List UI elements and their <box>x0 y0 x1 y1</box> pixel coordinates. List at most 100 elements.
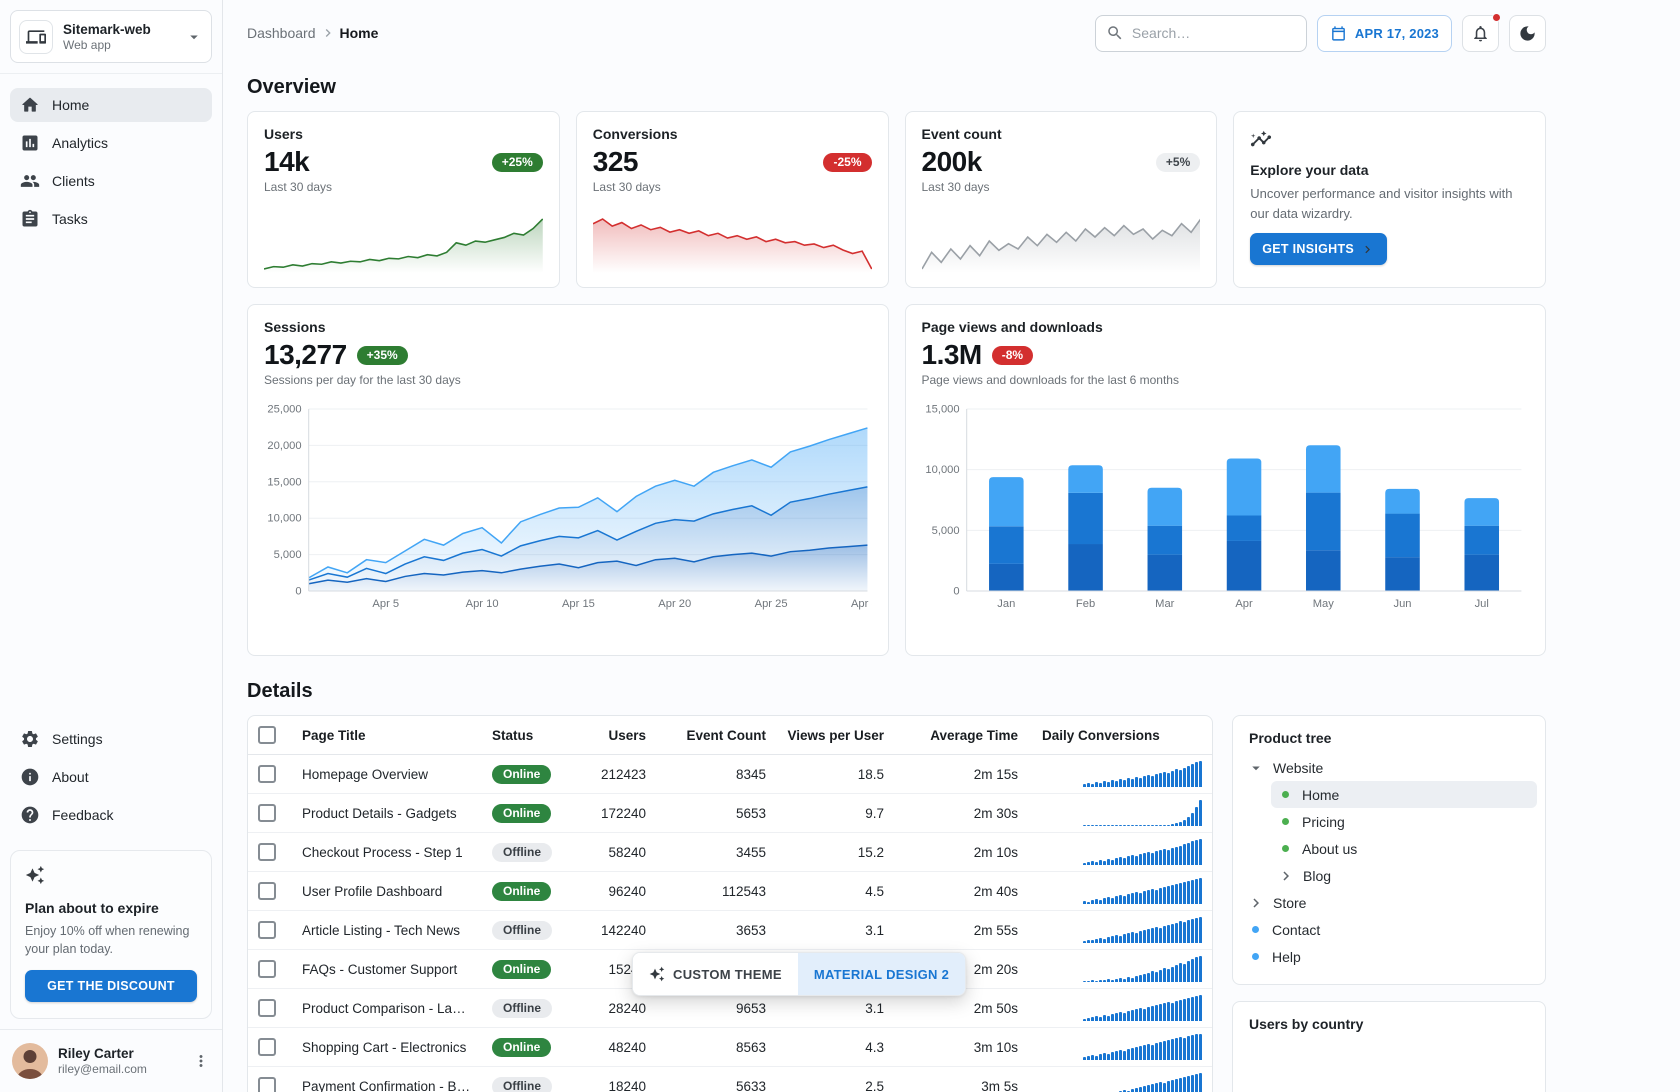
date-picker-button[interactable]: APR 17, 2023 <box>1316 14 1452 52</box>
event-count-cell: 5653 <box>656 793 776 833</box>
sidebar-item-analytics[interactable]: Analytics <box>10 126 212 160</box>
status-chip: Offline <box>492 842 552 862</box>
column-header-views-per-user[interactable]: Views per User <box>776 716 894 755</box>
sidebar: Sitemark-web Web app Home Analytics Clie… <box>0 0 223 1092</box>
conversions-stat-card: Conversions 325 -25% Last 30 days <box>575 111 889 288</box>
views-per-user-cell: 2.5 <box>776 1066 894 1092</box>
sidebar-item-home[interactable]: Home <box>10 88 212 122</box>
row-checkbox[interactable] <box>258 843 276 861</box>
breadcrumb-dashboard[interactable]: Dashboard <box>247 25 316 41</box>
tree-item-help[interactable]: Help <box>1241 943 1537 970</box>
plan-card-body: Enjoy 10% off when renewing your plan to… <box>25 923 190 956</box>
svg-text:Apr 25: Apr 25 <box>755 598 788 610</box>
users-by-country-title: Users by country <box>1249 1016 1364 1032</box>
more-vert-icon[interactable] <box>192 1052 210 1070</box>
svg-text:Apr 20: Apr 20 <box>658 598 691 610</box>
page-title-cell: Product Comparison - Laptops <box>292 988 482 1028</box>
status-cell: Online <box>482 949 570 989</box>
dark-mode-toggle[interactable] <box>1509 14 1546 52</box>
row-checkbox[interactable] <box>258 960 276 978</box>
page-title-cell: Payment Confirmation - Bankwire <box>292 1066 482 1092</box>
sidebar-item-about[interactable]: About <box>10 760 212 794</box>
table-row[interactable]: Article Listing - Tech News Offline 142240… <box>248 910 1212 950</box>
material-design-2-button[interactable]: MATERIAL DESIGN 2 <box>797 953 966 995</box>
tree-item-store[interactable]: Store <box>1241 889 1537 916</box>
tree-item-contact[interactable]: Contact <box>1241 916 1537 943</box>
tree-item-pricing[interactable]: Pricing <box>1271 808 1537 835</box>
row-checkbox[interactable] <box>258 921 276 939</box>
sessions-area-chart: 0 5,000 10,000 15,000 20,000 25,000 Apr 5 Apr 1… <box>267 404 871 610</box>
custom-theme-button[interactable]: CUSTOM THEME <box>633 953 798 995</box>
users-cell: 172240 <box>570 793 656 833</box>
select-all-checkbox[interactable] <box>258 726 276 744</box>
stat-caption: Last 30 days <box>264 180 333 194</box>
chevron-right-icon <box>320 25 336 41</box>
status-chip: Offline <box>492 998 552 1018</box>
plan-card-title: Plan about to expire <box>25 899 159 916</box>
event-count-cell: 5633 <box>656 1066 776 1092</box>
stat-value: 325 <box>592 146 639 177</box>
svg-text:20,000: 20,000 <box>267 440 301 452</box>
row-checkbox[interactable] <box>258 999 276 1017</box>
sidebar-item-settings[interactable]: Settings <box>10 722 212 756</box>
get-discount-button[interactable]: GET THE DISCOUNT <box>25 970 197 1002</box>
column-header-daily-conversions[interactable]: Daily Conversions <box>1028 716 1212 755</box>
tree-item-website[interactable]: Website <box>1241 754 1537 781</box>
row-select-cell <box>248 793 292 833</box>
row-checkbox[interactable] <box>258 804 276 822</box>
notifications-button[interactable] <box>1462 12 1501 52</box>
row-checkbox[interactable] <box>258 882 276 900</box>
event-count-cell: 8345 <box>656 754 776 794</box>
svg-text:Feb: Feb <box>1075 598 1094 610</box>
workspace-name: Sitemark-web <box>63 21 151 37</box>
avatar <box>12 1043 48 1079</box>
chart-value: 13,277 <box>264 339 347 370</box>
daily-conversions-cell <box>1028 988 1212 1028</box>
tree-item-about-us[interactable]: About us <box>1271 835 1537 862</box>
user-info: Riley Carter riley@email.com <box>58 1046 147 1076</box>
tree-item-home[interactable]: Home <box>1271 781 1537 808</box>
table-row[interactable]: User Profile Dashboard Online 96240 112543 4… <box>248 871 1212 911</box>
sidebar-item-tasks[interactable]: Tasks <box>10 202 212 236</box>
column-header-average-time[interactable]: Average Time <box>894 716 1028 755</box>
daily-conversions-sparkline <box>1083 956 1204 982</box>
table-row[interactable]: Shopping Cart - Electronics Online 48240 85… <box>248 1027 1212 1067</box>
sidebar-secondary-nav: Settings About Feedback <box>0 714 222 840</box>
trend-chip: +25% <box>491 152 543 172</box>
daily-conversions-cell <box>1028 793 1212 833</box>
row-checkbox[interactable] <box>258 1038 276 1056</box>
users-cell: 212423 <box>570 754 656 794</box>
tree-item-label: Help <box>1272 948 1301 965</box>
stat-value: 14k <box>264 146 310 177</box>
table-row[interactable]: Product Details - Gadgets Online 172240 565… <box>248 793 1212 833</box>
svg-text:Jun: Jun <box>1393 598 1411 610</box>
average-time-cell: 3m 10s <box>894 1027 1028 1067</box>
product-tree-title: Product tree <box>1249 730 1332 746</box>
tree-item-blog[interactable]: Blog <box>1271 862 1537 889</box>
product-tree-card: Product tree Website Home Pricing About us B… <box>1232 715 1546 985</box>
row-select-cell <box>248 754 292 794</box>
sidebar-item-label: Tasks <box>52 211 88 227</box>
chevron-right-icon <box>1365 245 1371 253</box>
column-header-event-count[interactable]: Event Count <box>656 716 776 755</box>
get-insights-button[interactable]: GET INSIGHTS <box>1250 233 1388 265</box>
table-row[interactable]: Homepage Overview Online 212423 8345 18.5 2m … <box>248 754 1212 794</box>
row-checkbox[interactable] <box>258 765 276 783</box>
column-header-page-title[interactable]: Page Title <box>292 716 482 755</box>
sidebar-item-clients[interactable]: Clients <box>10 164 212 198</box>
details-heading: Details <box>247 680 313 702</box>
breadcrumb: Dashboard Home <box>247 25 378 41</box>
column-header-users[interactable]: Users <box>570 716 656 755</box>
average-time-cell: 2m 55s <box>894 910 1028 950</box>
table-row[interactable]: Payment Confirmation - Bankwire Offline 18… <box>248 1066 1212 1092</box>
status-cell: Offline <box>482 910 570 950</box>
table-row[interactable]: Checkout Process - Step 1 Offline 58240 345… <box>248 832 1212 872</box>
search-input[interactable] <box>1131 25 1296 41</box>
sidebar-item-feedback[interactable]: Feedback <box>10 798 212 832</box>
workspace-selector[interactable]: Sitemark-web Web app <box>10 10 212 63</box>
row-checkbox[interactable] <box>258 1077 276 1092</box>
tree-item-label: Website <box>1273 759 1324 776</box>
column-header-status[interactable]: Status <box>482 716 570 755</box>
row-select-cell <box>248 832 292 872</box>
page-views-chart-card: Page views and downloads 1.3M -8% Page v… <box>904 304 1546 656</box>
